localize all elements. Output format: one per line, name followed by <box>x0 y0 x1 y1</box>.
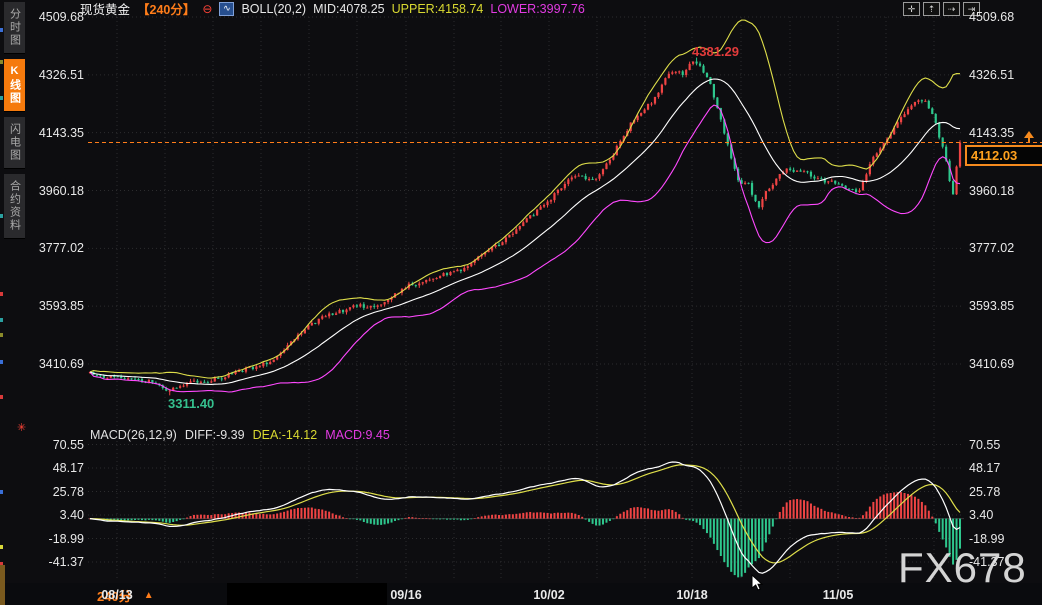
period-label: 240分 <box>97 589 132 604</box>
y-axis-zoom-icon[interactable]: ⇡ <box>923 2 940 16</box>
bollinger-bands <box>89 19 961 393</box>
x-axis-zoom-icon[interactable]: ⇢ <box>943 2 960 16</box>
watermark: FX678 <box>898 544 1027 591</box>
shift-right-icon[interactable]: ⇥ <box>963 2 980 16</box>
sidebar-item-contract-info[interactable]: 合约资料 <box>4 174 25 239</box>
boll-upper-value: UPPER:4158.74 <box>391 1 484 16</box>
boll-mid-value: MID:4078.25 <box>313 1 385 16</box>
price-marker-icon <box>1023 131 1035 143</box>
alert-starburst-icon[interactable]: ✳ <box>17 422 27 434</box>
macd-indicator-label: MACD(26,12,9) <box>90 428 177 442</box>
boll-upper-line <box>89 19 961 379</box>
macd-dea-value: DEA:-14.12 <box>252 428 318 442</box>
chart-header: 现货黄金 【240分】 ⊖ ∿ BOLL(20,2) MID:4078.25 UP… <box>80 1 585 17</box>
chart-toolbar: ✛ ⇡ ⇢ ⇥ <box>903 2 980 16</box>
candlesticks <box>88 57 962 396</box>
collapse-icon[interactable]: ⊖ <box>202 1 213 16</box>
axis-black-overlay <box>227 583 387 605</box>
macd-diff-line <box>89 461 961 574</box>
kline-mini-icon[interactable]: ∿ <box>219 1 235 16</box>
left-edge-marks <box>0 28 3 566</box>
sidebar-item-lightning-chart[interactable]: 闪电图 <box>4 117 25 169</box>
macd-header: MACD(26,12,9) DIFF:-9.39 DEA:-14.12 MACD… <box>90 428 390 442</box>
sidebar: 分时图 K线图 闪电图 合约资料 <box>4 2 26 239</box>
symbol-name: 现货黄金 <box>80 3 131 17</box>
last-price-badge: 4112.03 <box>965 145 1042 166</box>
macd-bar-value: MACD:9.45 <box>325 428 390 442</box>
sidebar-item-kline-chart[interactable]: K线图 <box>4 59 25 112</box>
low-price-annotation: 3311.40 <box>168 396 215 411</box>
macd-diff-value: DIFF:-9.39 <box>184 428 245 442</box>
grid-lines <box>88 16 964 581</box>
sidebar-item-time-chart[interactable]: 分时图 <box>4 2 25 54</box>
period-up-arrow-icon[interactable]: ▲ <box>143 590 154 601</box>
time-axis-bar <box>0 583 1042 605</box>
interval-label[interactable]: 【240分】 <box>137 3 196 17</box>
boll-mid-line <box>89 78 961 385</box>
boll-lower-value: LOWER:3997.76 <box>490 1 585 16</box>
period-selector[interactable]: 240分 ▲ <box>97 586 154 605</box>
boll-indicator-label: BOLL(20,2) <box>241 1 307 16</box>
boll-lower-line <box>89 104 961 393</box>
mouse-cursor <box>751 573 765 592</box>
high-price-annotation: 4381.29 <box>692 44 739 59</box>
left-edge-strip <box>0 565 5 605</box>
macd-histogram <box>89 492 961 578</box>
macd-lines <box>89 461 961 574</box>
crosshair-icon[interactable]: ✛ <box>903 2 920 16</box>
macd-dea-line <box>89 464 961 564</box>
